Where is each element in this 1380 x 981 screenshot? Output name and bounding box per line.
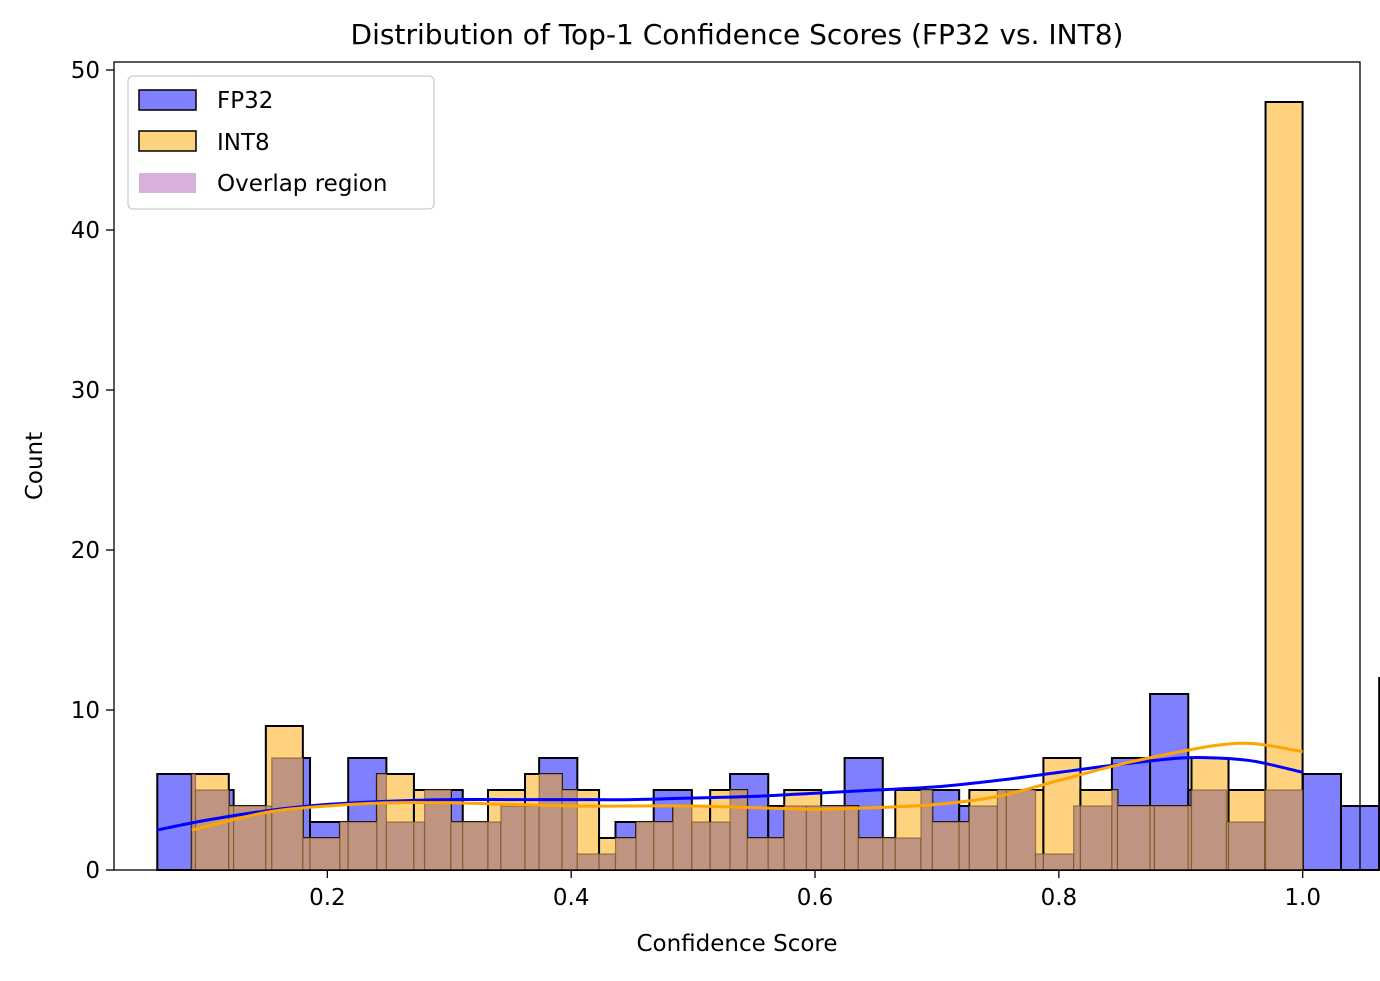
y-tick-label-1: 10 xyxy=(71,698,100,724)
chart-title: Distribution of Top-1 Confidence Scores … xyxy=(351,18,1124,51)
overlap-bar-38 xyxy=(894,837,922,871)
int8-kde-line xyxy=(191,741,1303,832)
overlap-bar-9 xyxy=(347,821,378,871)
legend-swatch-overlap xyxy=(139,173,196,193)
fp32-kde-line xyxy=(157,755,1304,832)
overlap-bar-34 xyxy=(820,805,846,871)
x-tick-label-0: 0.2 xyxy=(309,885,346,911)
legend-box xyxy=(127,75,435,210)
overlap-bar-23 xyxy=(614,837,637,871)
kde-lines xyxy=(157,741,1304,832)
overlap-bar-24 xyxy=(635,821,655,871)
x-tick-label-4: 1.0 xyxy=(1284,885,1321,911)
overlap-bar-5 xyxy=(271,757,304,871)
y-axis-ticks: 0 10 20 30 40 50 xyxy=(71,58,114,884)
overlap-bar-7 xyxy=(309,837,341,871)
overlap-bar-45 xyxy=(1034,853,1044,871)
x-axis-ticks: 0.2 0.4 0.6 0.8 1.0 xyxy=(309,870,1321,911)
overlap-bar-41 xyxy=(958,821,970,871)
x-axis-label: Confidence Score xyxy=(636,931,837,957)
overlap-bar-48 xyxy=(1079,805,1113,871)
overlap-bar-36 xyxy=(857,837,884,871)
overlap-bar-43 xyxy=(996,789,1007,871)
int8-bar-29 xyxy=(1264,101,1304,871)
x-tick-label-2: 0.6 xyxy=(797,885,834,911)
overlap-bar-47 xyxy=(1073,805,1082,871)
overlap-bar-4 xyxy=(265,805,273,871)
overlap-bar-21 xyxy=(576,853,600,871)
overlap-bar-16 xyxy=(487,821,502,871)
legend-label-overlap: Overlap region xyxy=(217,171,387,197)
overlap-bar-14 xyxy=(450,821,464,871)
x-tick-label-1: 0.4 xyxy=(553,885,590,911)
overlap-bar-28 xyxy=(709,821,731,871)
x-tick-label-3: 0.8 xyxy=(1041,885,1078,911)
overlap-bar-52 xyxy=(1153,805,1189,871)
overlap-bar-29 xyxy=(729,789,748,871)
overlap-bar-26 xyxy=(672,805,693,871)
y-axis-label: Count xyxy=(22,432,48,500)
overlap-bar-10 xyxy=(376,773,387,871)
overlap-bar-58 xyxy=(1264,789,1304,871)
y-tick-label-3: 30 xyxy=(71,378,100,404)
overlap-bar-27 xyxy=(691,821,711,871)
legend: FP32 INT8 Overlap region xyxy=(127,75,435,210)
overlap-bar-18 xyxy=(524,805,540,871)
legend-swatch-int8 xyxy=(138,130,197,152)
overlap-bar-11 xyxy=(385,821,415,871)
y-tick-label-4: 40 xyxy=(71,218,100,244)
overlap-bar-6 xyxy=(302,837,311,871)
overlap-bar-51 xyxy=(1149,805,1156,871)
overlap-bar-22 xyxy=(598,853,617,871)
overlap-bar-19 xyxy=(538,773,563,871)
overlap-bar-40 xyxy=(931,821,960,871)
overlap-bar-32 xyxy=(783,805,808,871)
overlap-bar-56 xyxy=(1227,821,1266,871)
overlap-bar-17 xyxy=(500,805,526,871)
overlap-bar-42 xyxy=(968,805,998,871)
overlap-bar-15 xyxy=(462,821,489,871)
overlap-bar-31 xyxy=(767,837,785,871)
y-tick-label-0: 0 xyxy=(85,858,100,884)
overlap-bar-20 xyxy=(561,789,578,871)
overlap-bar-44 xyxy=(1005,789,1037,871)
overlap-bar-33 xyxy=(805,805,822,871)
legend-label-int8: INT8 xyxy=(217,130,270,156)
overlap-bar-46 xyxy=(1042,853,1075,871)
overlap-bar-49 xyxy=(1111,789,1119,871)
fp32-bar-30 xyxy=(1301,773,1343,871)
overlap-bar-12 xyxy=(413,821,426,871)
overlap-bar-1 xyxy=(194,789,230,871)
overlap-bar-30 xyxy=(746,837,769,871)
plot-frame xyxy=(113,61,1361,871)
overlap-bar-25 xyxy=(653,821,674,871)
y-tick-label-5: 50 xyxy=(71,58,100,84)
overlap-bar-8 xyxy=(339,821,349,871)
legend-swatch-fp32 xyxy=(138,89,197,111)
overlap-bar-35 xyxy=(844,805,859,871)
overlap-bar-54 xyxy=(1190,789,1228,871)
overlap-bar-37 xyxy=(882,837,896,871)
legend-label-fp32: FP32 xyxy=(217,88,273,114)
overlap-bars xyxy=(191,757,1304,871)
overlap-bar-39 xyxy=(920,789,933,871)
overlap-bar-50 xyxy=(1116,805,1151,871)
y-tick-label-2: 20 xyxy=(71,538,100,564)
